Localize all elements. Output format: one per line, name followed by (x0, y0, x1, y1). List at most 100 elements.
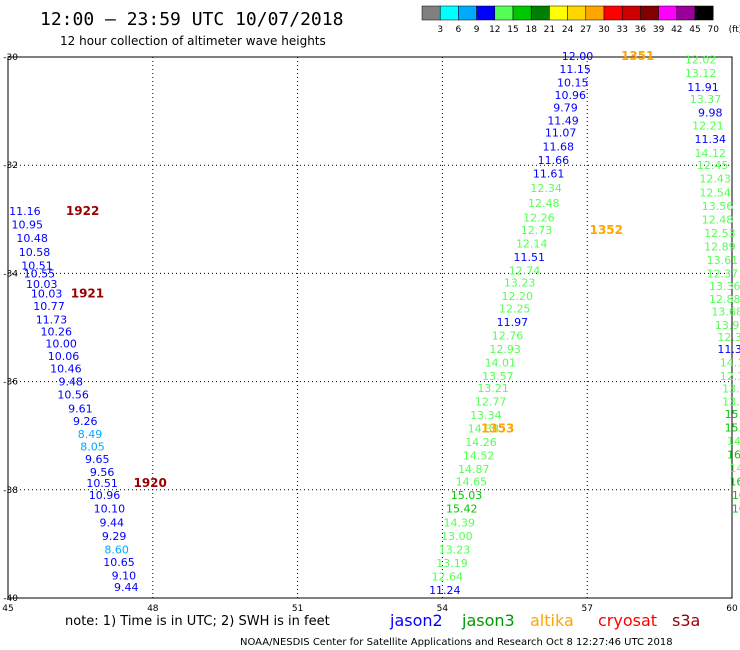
swh-value-label: 11.34 (695, 133, 727, 146)
swh-value-label: 10.03 (31, 287, 63, 300)
swh-value-label: 9.48 (58, 376, 83, 389)
colorbar-label: 33 (616, 25, 627, 35)
pass-time-label: 1921 (71, 286, 104, 300)
pass-time-label: 1353 (481, 422, 514, 436)
swh-value-label: 8.05 (80, 441, 105, 454)
colorbar-swatch (694, 5, 714, 21)
legend-entry-cryosat: cryosat (598, 611, 657, 630)
swh-value-label: 12.21 (692, 120, 724, 133)
colorbar-label: 21 (544, 25, 555, 35)
swh-value-label: 14.65 (456, 476, 488, 489)
pass-time-label: 1351 (621, 49, 654, 63)
swh-value-label: 15.1 (725, 422, 740, 435)
colorbar-swatch (458, 5, 477, 21)
legend-entry-altika: altika (530, 611, 574, 630)
colorbar-label: 45 (689, 25, 700, 35)
colorbar-swatch (476, 5, 496, 21)
swh-value-label: 14.26 (465, 436, 497, 449)
swh-value-label: 12.89 (704, 240, 736, 253)
swh-value-label: 12.45 (697, 159, 729, 172)
colorbar-swatch (494, 5, 514, 21)
swh-value-label: 13.00 (441, 530, 473, 543)
colorbar-swatch (676, 5, 696, 21)
swh-value-label: 12.88 (709, 293, 740, 306)
x-tick-label: 60 (726, 604, 738, 614)
colorbar-swatch (621, 5, 641, 21)
y-tick-label: -30 (3, 53, 18, 63)
swh-value-label: 14.1 (720, 357, 740, 370)
data-points: 11.1610.9510.4810.5810.5110.5510.0310.03… (9, 50, 740, 597)
swh-value-label: 14.1 (729, 462, 740, 475)
swh-value-label: 12.20 (501, 290, 533, 303)
y-tick-label: -38 (3, 486, 18, 496)
swh-value-label: 14.87 (458, 463, 490, 476)
note-text: note: 1) Time is in UTC; 2) SWH is in fe… (65, 614, 330, 629)
colorbar-label: 24 (562, 25, 574, 35)
swh-value-label: 11.51 (514, 251, 546, 264)
swh-value-label: 14.01 (485, 357, 517, 370)
swh-value-label: 9.26 (73, 415, 98, 428)
colorbar-label: 70 (707, 25, 719, 35)
colorbar-swatch (512, 5, 532, 21)
x-tick-label: 54 (437, 604, 449, 614)
y-tick-label: -40 (3, 594, 18, 604)
swh-value-label: 12.48 (702, 213, 734, 226)
chart-subtitle: 12 hour collection of altimeter wave hei… (60, 34, 326, 48)
swh-value-label: 12.77 (475, 396, 507, 409)
swh-value-label: 10.48 (16, 232, 48, 245)
chart-title: 12:00 – 23:59 UTC 10/07/2018 (40, 9, 343, 30)
swh-value-label: 12.02 (685, 54, 717, 67)
swh-value-label: 12.25 (499, 303, 531, 316)
swh-value-label: 13.36 (709, 280, 740, 293)
colorbar-swatch (585, 5, 605, 21)
swh-value-label: 12.43 (699, 173, 731, 186)
swh-value-label: 9.98 (698, 107, 723, 120)
swh-value-label: 10.03 (26, 278, 58, 291)
swh-value-label: 10.96 (89, 489, 121, 502)
swh-value-label: 11.3 (717, 343, 740, 356)
swh-value-label: 16.1 (732, 489, 740, 502)
colorbar-label: 42 (671, 25, 682, 35)
swh-value-label: 12.00 (562, 50, 594, 63)
swh-value-label: 15.1 (725, 408, 740, 421)
swh-value-label: 10.51 (86, 477, 118, 490)
swh-value-label: 13.56 (702, 200, 734, 213)
swh-value-label: 10.06 (48, 350, 80, 363)
swh-value-label: 10.77 (33, 300, 65, 313)
swh-value-label: 12.76 (492, 330, 524, 343)
legend-entry-jason2: jason2 (389, 611, 443, 630)
swh-value-label: 12.64 (431, 570, 463, 583)
swh-value-label: 10.56 (57, 389, 89, 402)
colorbar-label: 39 (653, 25, 665, 35)
y-tick-label: -32 (3, 161, 18, 171)
pass-time-label: 1920 (133, 476, 166, 490)
plot-frame (7, 56, 733, 599)
colorbar-label: (ft) (729, 25, 740, 35)
swh-value-label: 11.68 (542, 140, 574, 153)
colorbar-label: 3 (437, 25, 443, 35)
y-tick-label: -36 (3, 378, 18, 388)
swh-value-label: 13.57 (482, 370, 514, 383)
swh-value-label: 12.53 (704, 227, 736, 240)
colorbar-label: 12 (489, 25, 500, 35)
swh-value-label: 13.37 (690, 93, 722, 106)
colorbar-label: 6 (456, 25, 462, 35)
swh-value-label: 14.52 (463, 450, 495, 463)
swh-value-label: 10.00 (45, 338, 77, 351)
swh-value-label: 11.91 (687, 81, 719, 94)
swh-value-label: 13.23 (439, 543, 471, 556)
swh-value-label: 13.68 (711, 305, 740, 318)
swh-value-label: 12.3 (717, 331, 740, 344)
swh-value-label: 14.12 (695, 147, 727, 160)
swh-value-label: 9.29 (102, 530, 127, 543)
colorbar-swatch (567, 5, 587, 21)
swh-value-label: 14.38 (468, 423, 500, 436)
swh-value-label: 14.39 (444, 516, 476, 529)
swh-value-label: 12.34 (530, 182, 562, 195)
legend-entry-s3a: s3a (672, 611, 700, 630)
swh-value-label: 13.9 (715, 319, 740, 332)
legend-entry-jason3: jason3 (461, 611, 515, 630)
x-tick-label: 51 (292, 604, 303, 614)
